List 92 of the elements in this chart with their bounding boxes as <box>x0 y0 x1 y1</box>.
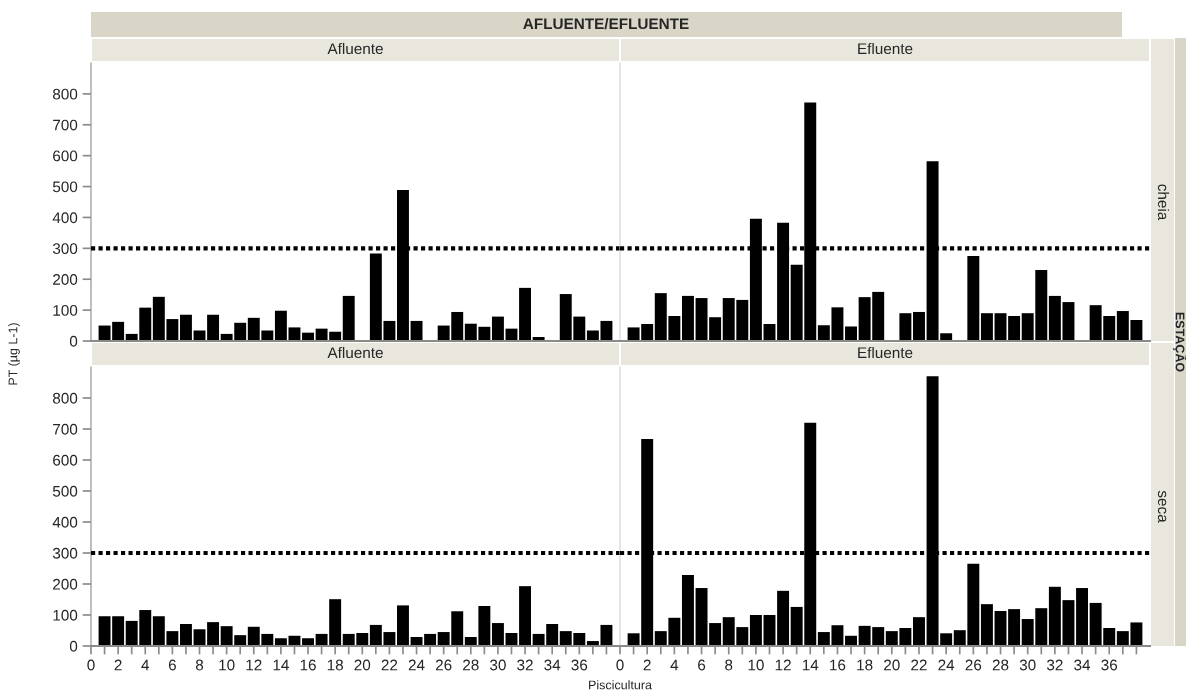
x-tick-label: 34 <box>1074 659 1091 671</box>
y-tick-label: 100 <box>53 609 78 621</box>
text: seca <box>1157 490 1167 523</box>
chart-title: Afluente <box>327 346 383 359</box>
x-tick-label: 0 <box>616 659 624 671</box>
bar <box>899 313 912 341</box>
y-tick-label: 500 <box>52 181 78 193</box>
y-tick-label: 100 <box>53 304 78 316</box>
x-tick-label: 2 <box>643 659 651 671</box>
x-tick-label: 8 <box>725 659 733 671</box>
x-tick-label: 10 <box>219 659 235 671</box>
bar <box>342 295 355 341</box>
chart-title: Efluente <box>858 346 913 359</box>
bar <box>980 604 993 646</box>
bar <box>1008 609 1021 646</box>
y-tick-label: 500 <box>52 485 78 497</box>
x-tick-label: 32 <box>1046 659 1063 671</box>
x-tick-label: 36 <box>1101 659 1118 671</box>
bar <box>302 638 314 646</box>
chart-title: Afluente <box>327 42 383 55</box>
bar <box>491 623 504 646</box>
x-tick-label: 6 <box>698 659 706 671</box>
bar <box>1008 315 1021 341</box>
x-tick-label: 20 <box>884 659 900 671</box>
x-tick-label: 4 <box>670 659 679 671</box>
text: ESTAÇÃO <box>1173 312 1186 372</box>
x-tick-label: 26 <box>435 659 452 671</box>
bar <box>519 586 532 646</box>
bar <box>967 256 980 341</box>
bar <box>491 316 504 341</box>
bar <box>519 287 532 341</box>
x-tick-label: 10 <box>748 659 764 671</box>
y-tick-label: 800 <box>52 88 78 100</box>
x-tick-label: 28 <box>992 659 1009 671</box>
x-tick-label: 26 <box>965 659 982 671</box>
y-tick-label: 400 <box>52 212 78 224</box>
x-tick-label: 12 <box>246 659 262 671</box>
y-tick-label: 400 <box>52 516 78 528</box>
x-tick-label: 24 <box>408 659 425 671</box>
bar <box>397 605 409 646</box>
x-tick-label: 16 <box>300 659 316 671</box>
x-axis-title: Piscicultura <box>589 680 652 690</box>
y-tick-label: 0 <box>69 640 78 652</box>
x-tick-label: 30 <box>490 659 506 671</box>
bar <box>749 615 762 646</box>
bar <box>912 311 925 341</box>
text: cheia <box>1157 184 1170 221</box>
x-tick-label: 0 <box>87 659 95 671</box>
x-tick-label: 2 <box>114 659 122 671</box>
y-tick-label: 600 <box>53 454 78 466</box>
bar <box>777 590 790 646</box>
x-tick-label: 12 <box>775 659 791 671</box>
x-tick-label: 36 <box>571 659 588 671</box>
x-tick-label: 32 <box>517 659 533 671</box>
y-axis-title: PT (µg L-1) <box>8 323 20 385</box>
bar <box>207 622 220 646</box>
x-tick-label: 18 <box>327 659 343 671</box>
text: AFLUENTE/EFLUENTE <box>523 17 689 30</box>
y-tick-label: 0 <box>69 335 78 347</box>
y-tick-label: 300 <box>52 547 78 559</box>
x-tick-label: 28 <box>463 659 479 671</box>
x-tick-label: 4 <box>141 659 150 671</box>
y-tick-label: 700 <box>53 423 78 435</box>
x-tick-label: 34 <box>544 659 561 671</box>
x-tick-label: 24 <box>938 659 955 671</box>
bar <box>179 314 192 341</box>
bar <box>681 295 694 341</box>
x-tick-label: 16 <box>830 659 846 671</box>
bar <box>845 326 858 341</box>
y-tick-label: 300 <box>52 243 78 255</box>
x-tick-label: 22 <box>381 659 398 671</box>
chart-title: Efluente <box>858 42 913 55</box>
bar <box>207 314 220 341</box>
bar <box>912 617 925 646</box>
y-tick-label: 600 <box>53 150 78 162</box>
y-tick-label: 200 <box>53 274 78 285</box>
y-tick-label: 200 <box>53 578 78 590</box>
bar <box>980 313 993 341</box>
bar <box>179 623 192 646</box>
x-tick-label: 8 <box>195 659 204 671</box>
y-tick-label: 700 <box>53 119 78 131</box>
x-tick-label: 18 <box>857 659 873 671</box>
x-tick-label: 14 <box>802 659 819 671</box>
x-tick-label: 30 <box>1019 659 1036 671</box>
x-tick-label: 14 <box>273 659 289 671</box>
bar <box>410 320 423 341</box>
x-tick-label: 20 <box>354 659 371 671</box>
bar <box>1076 588 1089 646</box>
x-tick-label: 22 <box>911 659 927 671</box>
x-tick-label: 6 <box>168 659 176 671</box>
bar <box>681 575 694 646</box>
y-tick-label: 800 <box>52 392 78 404</box>
